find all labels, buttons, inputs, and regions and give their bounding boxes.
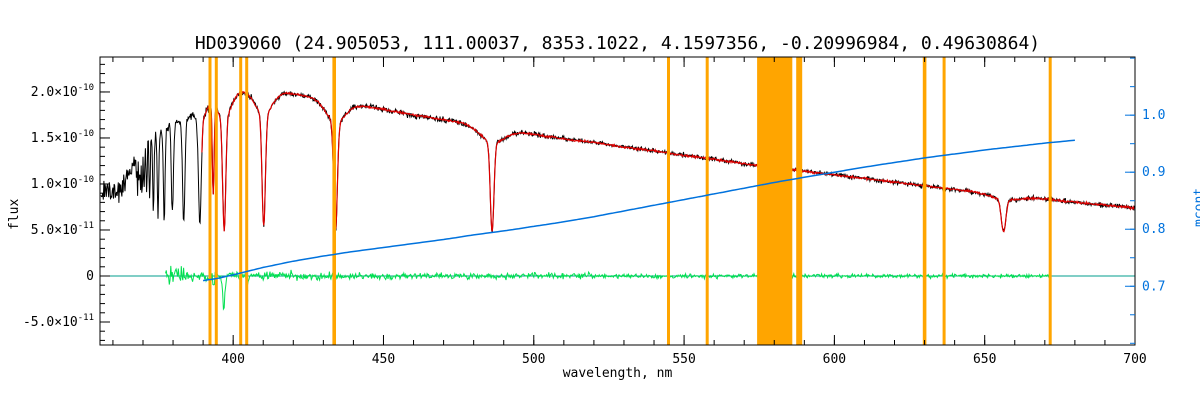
x-tick-label: 600: [823, 352, 846, 367]
y-left-tick-label: 5.0×10-11: [31, 221, 94, 238]
y-axis-label-right: mcont: [1192, 187, 1200, 227]
x-axis-label: wavelength, nm: [562, 366, 673, 381]
mask-band: [922, 57, 927, 345]
y-right-tick-label: 0.9: [1142, 165, 1165, 180]
mask-band: [214, 57, 218, 345]
y-right-tick-label: 0.7: [1142, 279, 1165, 294]
y-left-tick-label: 1.0×10-10: [31, 175, 94, 192]
y-right-tick-label: 1.0: [1142, 108, 1165, 123]
y-left-tick-label: -5.0×10-11: [23, 313, 94, 330]
y-left-tick-label: 1.5×10-10: [31, 129, 94, 146]
y-right-tick-label: 0.8: [1142, 222, 1165, 237]
x-tick-label: 650: [973, 352, 996, 367]
y-left-tick-label: 2.0×10-10: [31, 83, 94, 100]
x-tick-label: 450: [372, 352, 395, 367]
mask-band: [705, 57, 709, 345]
mask-band: [757, 57, 793, 345]
chart-title: HD039060 (24.905053, 111.00037, 8353.102…: [194, 33, 1041, 54]
y-axis-label-left: flux: [7, 198, 22, 230]
mask-band: [942, 57, 946, 345]
residual-line: [165, 265, 1052, 311]
mask-band: [796, 57, 803, 345]
mask-band: [332, 57, 336, 345]
mask-band: [239, 57, 243, 345]
x-tick-label: 550: [672, 352, 695, 367]
x-tick-label: 500: [522, 352, 545, 367]
y-left-tick-label: 0: [86, 269, 94, 284]
mcont-line: [202, 139, 1075, 282]
x-tick-label: 400: [221, 352, 244, 367]
plot-frame: [99, 56, 1136, 346]
mask-band: [245, 57, 249, 345]
mask-band: [667, 57, 670, 345]
x-tick-label: 700: [1123, 352, 1146, 367]
mask-band: [208, 57, 212, 345]
mask-band: [1048, 57, 1052, 345]
